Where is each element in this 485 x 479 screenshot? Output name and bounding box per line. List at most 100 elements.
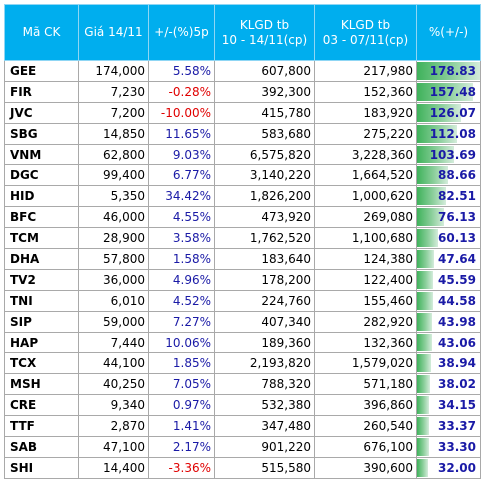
change-cell: 10.06% <box>148 331 215 354</box>
volume-current-cell: 415,780 <box>214 101 315 124</box>
volume-current-cell: 189,360 <box>214 331 315 354</box>
percent-change-cell: 33.37 <box>416 415 481 438</box>
change-cell: -0.28% <box>148 80 215 103</box>
change-cell: 4.55% <box>148 206 215 229</box>
percent-change-cell: 88.66 <box>416 164 481 187</box>
volume-previous-cell: 217,980 <box>314 60 417 82</box>
change-cell: 1.58% <box>148 248 215 270</box>
table-row: DGC 99,400 6.77% 3,140,220 1,664,520 88.66 <box>4 164 481 187</box>
volume-previous-cell: 124,380 <box>314 248 417 270</box>
table-row: DHA 57,800 1.58% 183,640 124,380 47.64 <box>4 248 481 270</box>
price-cell: 7,230 <box>78 80 149 103</box>
price-cell: 62,800 <box>78 143 149 166</box>
price-cell: 44,100 <box>78 352 149 375</box>
price-cell: 47,100 <box>78 436 149 458</box>
price-cell: 36,000 <box>78 268 149 291</box>
percent-databar <box>417 250 434 268</box>
percent-change-value: 76.13 <box>438 210 476 225</box>
percent-databar <box>417 62 480 80</box>
ticker-cell: SIP <box>4 310 79 333</box>
volume-current-cell: 347,480 <box>214 415 315 438</box>
price-cell: 174,000 <box>78 60 149 82</box>
percent-databar <box>417 187 447 206</box>
percent-change-cell: 43.06 <box>416 331 481 354</box>
percent-change-value: 60.13 <box>438 231 476 246</box>
header-price: Giá 14/11 <box>78 4 149 61</box>
ticker-cell: TCX <box>4 352 79 375</box>
change-cell: 4.52% <box>148 289 215 312</box>
ticker-cell: HID <box>4 185 79 208</box>
change-cell: 1.85% <box>148 352 215 375</box>
percent-change-value: 38.94 <box>438 356 476 371</box>
percent-change-cell: 103.69 <box>416 143 481 166</box>
ticker-cell: HAP <box>4 331 79 354</box>
stock-table-container: Mã CK Giá 14/11 +/-(%)5p KLGD tb 10 - 14/… <box>4 4 481 479</box>
change-cell: 4.96% <box>148 268 215 291</box>
table-row: TCM 28,900 3.58% 1,762,520 1,100,680 60.13 <box>4 227 481 250</box>
volume-current-cell: 3,140,220 <box>214 164 315 187</box>
percent-databar <box>417 333 433 352</box>
price-cell: 5,350 <box>78 185 149 208</box>
ticker-cell: TCM <box>4 227 79 250</box>
table-row: GEE 174,000 5.58% 607,800 217,980 178.83 <box>4 60 481 82</box>
percent-databar <box>417 417 429 436</box>
volume-current-cell: 407,340 <box>214 310 315 333</box>
percent-databar <box>417 354 431 373</box>
table-row: HID 5,350 34.42% 1,826,200 1,000,620 82.51 <box>4 185 481 208</box>
volume-previous-cell: 122,400 <box>314 268 417 291</box>
percent-databar <box>417 82 473 101</box>
ticker-cell: SBG <box>4 122 79 145</box>
price-cell: 14,400 <box>78 456 149 479</box>
percent-databar <box>417 145 454 164</box>
change-cell: 6.77% <box>148 164 215 187</box>
ticker-cell: VNM <box>4 143 79 166</box>
percent-change-value: 32.00 <box>438 460 476 475</box>
price-cell: 7,200 <box>78 101 149 124</box>
percent-databar <box>417 229 439 248</box>
percent-change-value: 103.69 <box>429 147 476 162</box>
table-row: TCX 44,100 1.85% 2,193,820 1,579,020 38.94 <box>4 352 481 375</box>
percent-change-cell: 47.64 <box>416 248 481 270</box>
change-cell: 7.27% <box>148 310 215 333</box>
percent-change-value: 33.30 <box>438 439 476 454</box>
percent-change-value: 88.66 <box>438 168 476 183</box>
table-row: FIR 7,230 -0.28% 392,300 152,360 157.48 <box>4 80 481 103</box>
volume-current-cell: 1,762,520 <box>214 227 315 250</box>
table-body: GEE 174,000 5.58% 607,800 217,980 178.83 FIR 7,… <box>4 60 481 479</box>
volume-previous-cell: 152,360 <box>314 80 417 103</box>
volume-current-cell: 473,920 <box>214 206 315 229</box>
change-cell: -3.36% <box>148 456 215 479</box>
change-cell: 2.17% <box>148 436 215 458</box>
ticker-cell: SHI <box>4 456 79 479</box>
percent-change-value: 43.98 <box>438 314 476 329</box>
table-row: TTF 2,870 1.41% 347,480 260,540 33.37 <box>4 415 481 438</box>
table-row: SBG 14,850 11.65% 583,680 275,220 112.08 <box>4 122 481 145</box>
volume-current-cell: 1,826,200 <box>214 185 315 208</box>
percent-change-value: 82.51 <box>438 189 476 204</box>
volume-previous-cell: 282,920 <box>314 310 417 333</box>
volume-previous-cell: 1,664,520 <box>314 164 417 187</box>
percent-change-cell: 178.83 <box>416 60 481 82</box>
price-cell: 7,440 <box>78 331 149 354</box>
volume-previous-cell: 155,460 <box>314 289 417 312</box>
change-cell: 3.58% <box>148 227 215 250</box>
price-cell: 40,250 <box>78 373 149 396</box>
table-row: MSH 40,250 7.05% 788,320 571,180 38.02 <box>4 373 481 396</box>
header-percent-change: %(+/-) <box>416 4 481 61</box>
percent-change-cell: 45.59 <box>416 268 481 291</box>
price-cell: 59,000 <box>78 310 149 333</box>
percent-change-value: 34.15 <box>438 398 476 413</box>
volume-previous-cell: 132,360 <box>314 331 417 354</box>
percent-change-cell: 38.94 <box>416 352 481 375</box>
price-cell: 28,900 <box>78 227 149 250</box>
table-row: TNI 6,010 4.52% 224,760 155,460 44.58 <box>4 289 481 312</box>
ticker-cell: TNI <box>4 289 79 312</box>
percent-change-cell: 33.30 <box>416 436 481 458</box>
volume-previous-cell: 571,180 <box>314 373 417 396</box>
percent-change-value: 43.06 <box>438 335 476 350</box>
ticker-cell: TV2 <box>4 268 79 291</box>
volume-current-cell: 183,640 <box>214 248 315 270</box>
percent-change-value: 33.37 <box>438 419 476 434</box>
percent-change-value: 45.59 <box>438 272 476 287</box>
price-cell: 14,850 <box>78 122 149 145</box>
